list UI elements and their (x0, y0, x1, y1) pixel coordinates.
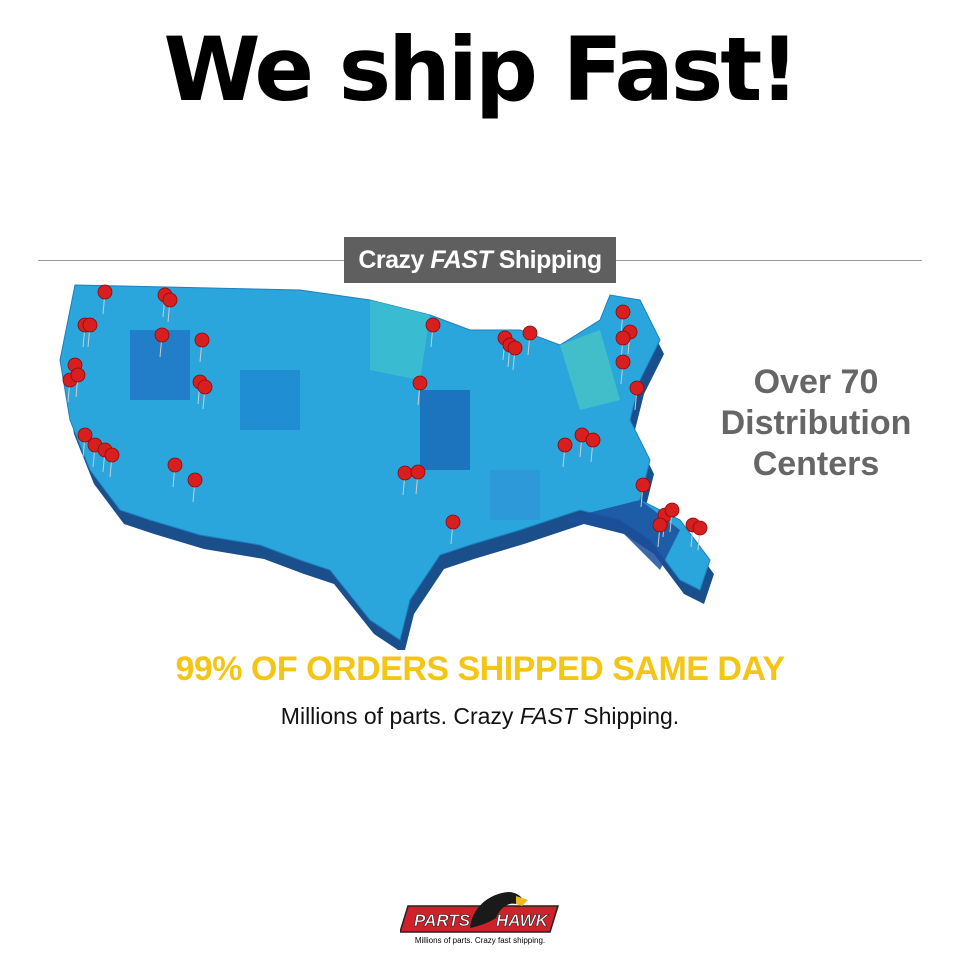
pin-icon (445, 514, 461, 545)
pin-icon (615, 354, 631, 385)
pin-icon (557, 437, 573, 468)
pin-icon (664, 502, 680, 533)
pin-icon (70, 367, 86, 398)
side-line-3: Centers (752, 445, 880, 483)
state-region (240, 370, 300, 430)
headline: We ship Fast! (163, 18, 800, 121)
pin-icon (77, 427, 93, 458)
pin-icon (635, 477, 651, 508)
side-line-1: Over 70 (753, 363, 879, 401)
pin-icon (615, 304, 631, 335)
pin-icon (410, 464, 426, 495)
state-region (420, 390, 470, 470)
side-line-2: Distribution (720, 404, 912, 442)
pin-icon (162, 292, 178, 323)
shipping-banner: Crazy FAST Shipping (344, 237, 616, 283)
tagline: Millions of parts. Crazy FAST Shipping. (0, 703, 960, 730)
svg-text:HAWK: HAWK (496, 911, 550, 930)
pin-icon (585, 432, 601, 463)
tagline-text: Millions of parts. Crazy (280, 703, 520, 729)
pin-icon (197, 379, 213, 410)
pin-icon (522, 325, 538, 356)
state-region (490, 470, 540, 520)
pin-icon (194, 332, 210, 363)
pin-icon (425, 317, 441, 348)
pin-icon (397, 465, 413, 496)
logo-slogan: Millions of parts. Crazy fast shipping. (414, 936, 546, 945)
pin-icon (692, 520, 708, 551)
banner-text-end: Shipping (492, 246, 602, 274)
pin-icon (82, 317, 98, 348)
state-region (560, 330, 620, 410)
tagline-text-end: Shipping. (576, 703, 680, 729)
pin-icon (574, 427, 590, 458)
pin-icon (154, 327, 170, 358)
state-region (370, 300, 430, 380)
svg-text:PARTS: PARTS (414, 911, 471, 930)
parts-hawk-logo: PARTS HAWK (400, 892, 560, 933)
pin-icon (615, 330, 631, 361)
state-region (130, 330, 190, 400)
pin-icon (97, 284, 113, 315)
banner-emph: FAST (430, 246, 493, 274)
pin-icon (104, 447, 120, 478)
distribution-centers-text: Over 70 Distribution Centers (706, 362, 926, 485)
tagline-emph: FAST (519, 703, 577, 729)
pin-icon (412, 375, 428, 406)
same-day-text: 99% OF ORDERS SHIPPED SAME DAY (175, 650, 785, 688)
banner-text: Crazy (358, 246, 431, 274)
pin-icon (652, 517, 668, 548)
us-map-icon (59, 284, 714, 650)
pin-icon (187, 472, 203, 503)
pin-icon (167, 457, 183, 488)
pin-icon (507, 340, 523, 371)
state-region (560, 500, 680, 570)
pin-icon (629, 380, 645, 411)
